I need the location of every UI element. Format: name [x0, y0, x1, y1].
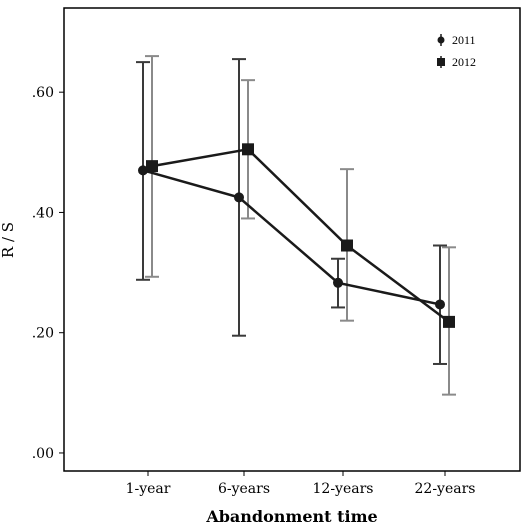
y-axis-title: R / S	[0, 222, 17, 258]
x-axis: 1-year 6-years 12-years 22-years	[126, 471, 476, 497]
series-line-2011	[142, 169, 441, 306]
point-2011	[435, 299, 445, 310]
x-tick-label: 1-year	[126, 481, 171, 497]
y-tick-label: .20	[32, 326, 54, 342]
legend: 2011 2012	[437, 33, 476, 69]
point-2012	[242, 143, 254, 156]
y-tick-label: .00	[32, 446, 54, 462]
point-2012	[341, 239, 353, 252]
x-tick-label: 22-years	[415, 481, 476, 497]
point-2011	[234, 192, 244, 203]
point-2012	[443, 315, 455, 328]
x-tick-label: 12-years	[313, 481, 374, 497]
x-tick-label: 6-years	[218, 481, 270, 497]
y-tick-label: .40	[32, 205, 54, 221]
legend-marker-2012	[437, 58, 445, 66]
series-line-2012	[151, 147, 450, 323]
legend-marker-2011	[437, 36, 445, 44]
plot-frame	[63, 7, 521, 472]
legend-label-2011: 2011	[452, 33, 476, 47]
data-markers	[138, 143, 455, 328]
x-axis-title: Abandonment time	[205, 507, 377, 526]
y-axis: .00 .20 .40 .60	[32, 85, 64, 462]
point-2012	[146, 160, 158, 173]
y-tick-label: .60	[32, 85, 54, 101]
point-2011	[138, 165, 148, 176]
point-2011	[333, 277, 343, 288]
series-lines	[142, 147, 450, 323]
legend-label-2012: 2012	[452, 55, 476, 69]
